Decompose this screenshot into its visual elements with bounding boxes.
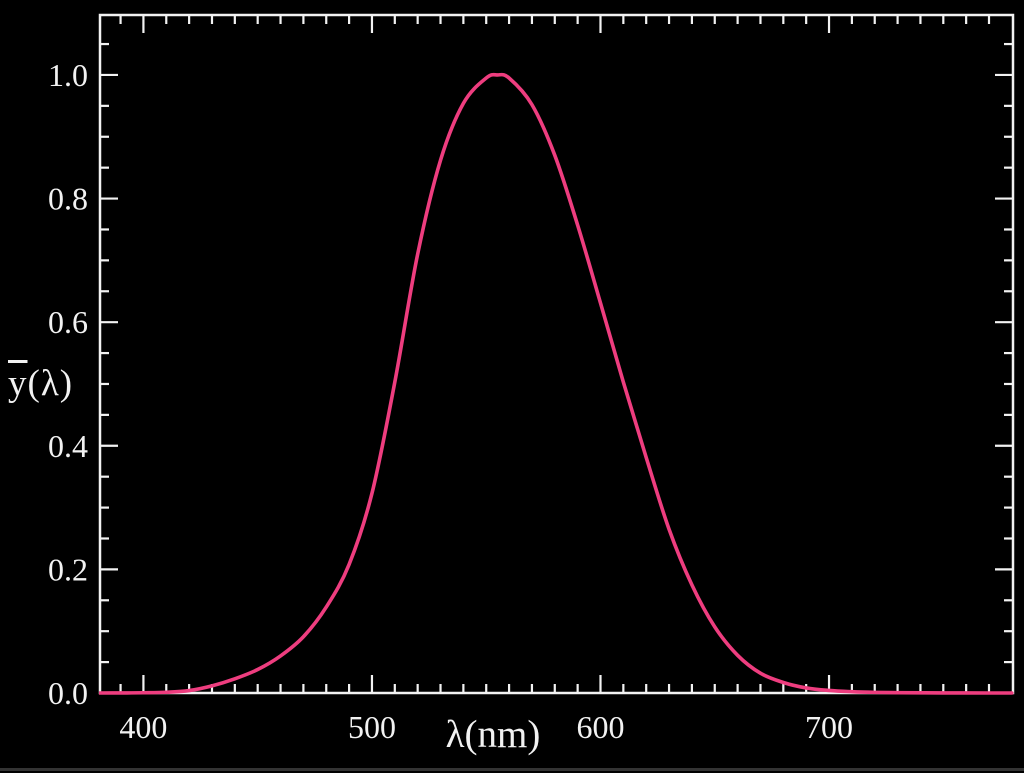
luminosity-curve xyxy=(99,72,1014,695)
y-tick-label: 0.0 xyxy=(48,675,88,711)
y-tick-label: 0.8 xyxy=(48,181,88,217)
y-tick-label: 1.0 xyxy=(48,57,88,93)
y-tick-label: 0.2 xyxy=(48,551,88,587)
y-axis-label-lambda: (λ) xyxy=(27,363,74,404)
y-tick-label: 0.6 xyxy=(48,304,88,340)
x-tick-label: 400 xyxy=(119,709,167,745)
y-axis-label-ybar: y xyxy=(8,363,28,404)
y-axis-label: y(λ) xyxy=(8,362,73,405)
x-tick-label: 600 xyxy=(576,709,624,745)
plot-frame xyxy=(98,13,1015,695)
bottom-edge-strip xyxy=(0,768,1024,771)
x-tick-label: 700 xyxy=(805,709,853,745)
y-tick-label: 0.4 xyxy=(48,428,88,464)
x-tick-label: 500 xyxy=(348,709,396,745)
x-axis-label: λ(nm) xyxy=(445,713,541,756)
